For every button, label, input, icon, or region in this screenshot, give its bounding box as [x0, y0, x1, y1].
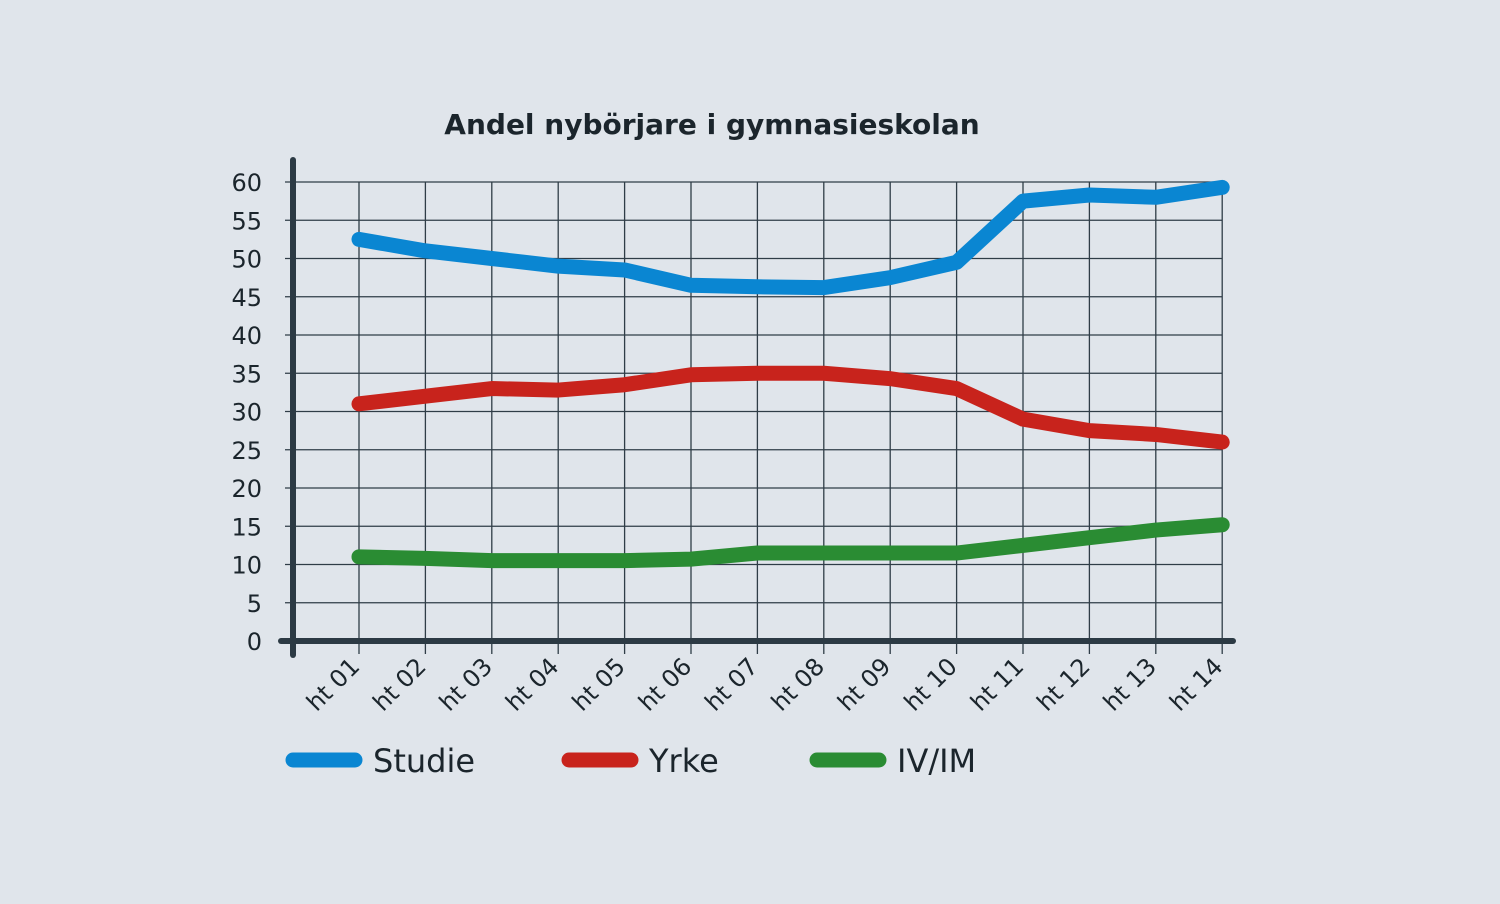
- y-tick-label: 10: [231, 552, 262, 580]
- series-line-iv-im: [351, 517, 1230, 569]
- legend-label-iv-im: IV/IM: [897, 742, 976, 780]
- series-line-yrke: [351, 365, 1230, 450]
- x-tick-label: ht 13: [1098, 652, 1162, 716]
- y-tick-label: 15: [231, 513, 262, 541]
- y-tick-label: 55: [231, 207, 262, 235]
- legend: Studie Yrke IV/IM: [285, 742, 976, 780]
- x-tick-label: ht 01: [301, 652, 365, 716]
- x-tick-label: ht 14: [1164, 652, 1228, 716]
- x-tick-label: ht 10: [899, 652, 963, 716]
- x-tick-label: ht 04: [500, 652, 564, 716]
- x-tick-labels: ht 01 ht 02 ht 03 ht 04 ht 05 ht 06 ht 07 ht 08…: [301, 652, 1228, 716]
- y-tick-label: 60: [231, 169, 262, 197]
- y-tick-label: 25: [231, 437, 262, 465]
- series-lines: [351, 179, 1230, 569]
- y-tick-label: 50: [231, 246, 262, 274]
- y-tick-label: 0: [247, 628, 262, 656]
- x-tick-label: ht 03: [434, 652, 498, 716]
- legend-label-yrke: Yrke: [648, 742, 719, 780]
- series-line-studie: [351, 179, 1230, 296]
- x-tick-label: ht 02: [367, 652, 431, 716]
- y-tick-label: 30: [231, 399, 262, 427]
- x-tick-label: ht 07: [699, 652, 763, 716]
- x-tick-label: ht 11: [965, 652, 1029, 716]
- x-tick-label: ht 09: [832, 652, 896, 716]
- x-tick-label: ht 06: [633, 652, 697, 716]
- y-tick-label: 20: [231, 475, 262, 503]
- x-tick-label: ht 08: [766, 652, 830, 716]
- y-tick-label: 45: [231, 284, 262, 312]
- legend-label-studie: Studie: [373, 742, 475, 780]
- y-tick-label: 35: [231, 360, 262, 388]
- x-tick-label: ht 12: [1031, 652, 1095, 716]
- y-tick-labels: 0 5 10 15 20 25 30 35 40 45 50 55 60: [231, 169, 262, 656]
- chart-title: Andel nybörjare i gymnasieskolan: [444, 108, 979, 141]
- x-tick-label: ht 05: [567, 652, 631, 716]
- y-tick-label: 5: [247, 590, 262, 618]
- y-tick-label: 40: [231, 322, 262, 350]
- axes: [278, 157, 1236, 658]
